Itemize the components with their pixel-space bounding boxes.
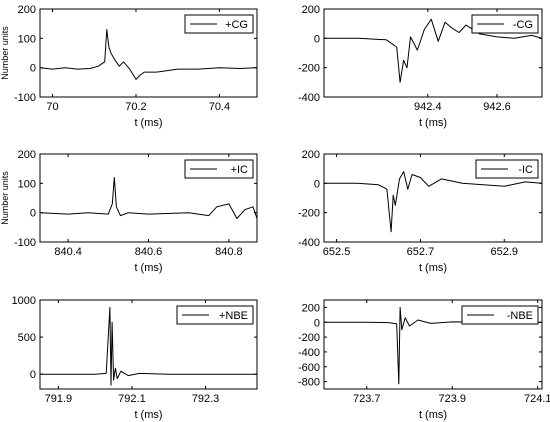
series-line-CG [324,18,542,83]
x-tick-label: 652.7 [407,246,435,258]
x-axis-label: t (ms) [419,262,447,274]
y-tick-label: 200 [302,302,320,314]
x-tick-label: 724.1 [524,393,550,405]
x-axis-label: t (ms) [419,117,447,129]
y-tick-label: -200 [298,332,320,344]
x-tick-label: 942.6 [483,101,511,113]
y-tick-label: -800 [298,377,320,389]
axes-frame [39,299,258,390]
y-axis-label: Number units [0,26,10,80]
y-tick-label: 0 [314,178,320,190]
x-tick-label: 942.4 [414,101,442,113]
x-tick-label: 652.5 [323,246,351,258]
y-tick-label: 100 [18,33,36,45]
x-tick-label: 70.2 [125,101,146,113]
x-tick-label: 840.8 [215,246,243,258]
chart-panel-5: 791.9 792.1 792.3 0 500 1000 t (ms) +NBE [12,295,258,421]
y-tick-label: -400 [298,347,320,359]
y-tick-label: -100 [14,92,36,104]
series-line-IC [40,177,257,219]
axes-frame [323,8,543,98]
y-tick-label: -200 [298,208,320,220]
legend-label: -IC [518,164,533,176]
x-tick-label: 792.3 [192,393,220,405]
legend-box [471,14,539,34]
x-tick-label: 840.4 [54,246,82,258]
legend: +CG [184,14,254,34]
series-line-CG [40,29,257,80]
y-tick-label: 200 [18,4,36,16]
series-line-NBE [324,306,542,385]
chart-panel-6: 723.7 723.9 724.1 -800 -600 -400 -200 0 200 t (ms… [298,299,550,421]
y-tick-label: 200 [18,149,36,161]
legend-box [184,159,254,179]
x-tick-label: 840.6 [135,246,163,258]
series-line-IC [324,171,542,233]
legend: +IC [184,159,254,179]
y-tick-label: 100 [18,178,36,190]
legend: -CG [471,14,539,34]
y-tick-label: 0 [30,208,36,220]
series-line-NBE [40,306,257,386]
x-tick-label: 652.9 [491,246,519,258]
x-axis-label: t (ms) [134,117,162,129]
y-tick-label: -100 [14,237,36,249]
x-tick-label: 791.9 [45,393,73,405]
legend-box [461,305,539,325]
y-tick-label: 0 [30,369,36,381]
chart-panel-1: 70 70.2 70.4 -100 0 100 200 t (ms) Number units +… [0,4,258,129]
y-tick-label: 200 [302,149,320,161]
y-tick-label: 0 [314,317,320,329]
axes-frame [323,299,543,390]
legend-box [184,14,254,34]
legend: +NBE [176,305,254,325]
legend-label: -CG [513,19,533,31]
x-tick-label: 723.7 [353,393,381,405]
x-axis-label: t (ms) [134,262,162,274]
y-tick-label: 200 [302,4,320,16]
x-axis-label: t (ms) [134,409,162,421]
legend-label: -NBE [507,310,533,322]
legend-label: +CG [225,19,248,31]
y-tick-label: -400 [298,237,320,249]
axes-frame [39,8,258,98]
chart-panel-2: 942.4 942.6 -400 -200 0 200 t (ms) -CG [298,4,543,129]
x-tick-label: 792.1 [118,393,146,405]
x-tick-label: 70 [46,101,58,113]
y-tick-label: -400 [298,92,320,104]
legend-label: +IC [231,164,248,176]
y-tick-label: 0 [30,63,36,75]
legend-label: +NBE [219,310,248,322]
x-tick-label: 70.4 [209,101,230,113]
y-tick-label: 1000 [12,295,36,307]
legend: -IC [475,159,539,179]
x-tick-label: 723.9 [438,393,466,405]
y-tick-label: -200 [298,63,320,75]
y-tick-label: -600 [298,362,320,374]
legend-box [176,305,254,325]
chart-panel-4: 652.5 652.7 652.9 -400 -200 0 200 t (ms) -IC [298,149,543,274]
chart-panel-3: 840.4 840.6 840.8 -100 0 100 200 t (ms) Number u… [0,149,258,274]
legend: -NBE [461,305,539,325]
axes-frame [323,153,543,243]
x-axis-label: t (ms) [419,409,447,421]
y-tick-label: 500 [18,332,36,344]
y-axis-label: Number units [0,171,10,225]
y-tick-label: 0 [314,33,320,45]
